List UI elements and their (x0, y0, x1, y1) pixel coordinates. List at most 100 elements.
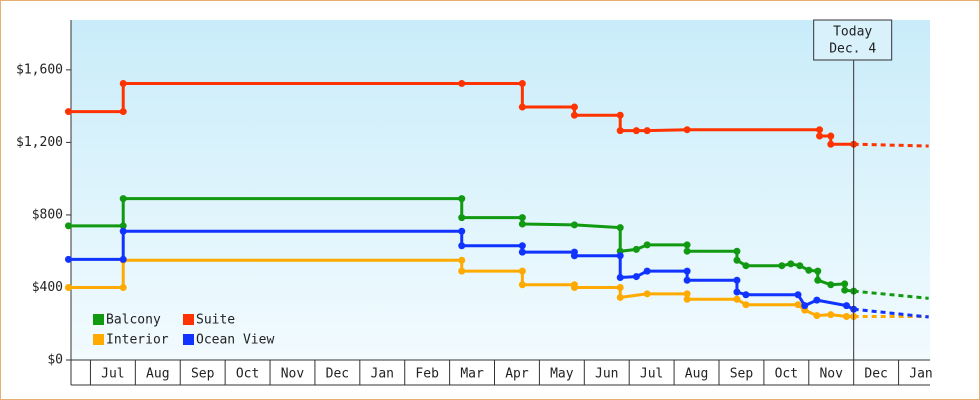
point (733, 288, 741, 296)
x-tick-label: Nov (819, 367, 843, 382)
legend-swatch (93, 314, 104, 325)
point (616, 273, 624, 281)
point (518, 103, 526, 111)
point (458, 195, 466, 203)
legend-swatch (183, 314, 194, 325)
point (518, 242, 526, 250)
point (816, 126, 824, 134)
x-tick-label: Jul (101, 367, 124, 382)
y-tick-label: $400 (32, 280, 63, 295)
point (827, 311, 835, 319)
point (683, 241, 691, 249)
point (570, 283, 578, 291)
point (683, 126, 691, 134)
point (616, 127, 624, 135)
point (683, 295, 691, 303)
point (119, 255, 127, 263)
x-tick-label: Jul (640, 367, 663, 382)
point (794, 291, 802, 299)
point (119, 222, 127, 230)
point (518, 267, 526, 275)
legend-label: Interior (106, 333, 169, 348)
point (632, 245, 640, 253)
point (458, 256, 466, 264)
legend-swatch (93, 334, 104, 345)
point (64, 283, 72, 291)
y-tick-label: $800 (32, 207, 63, 222)
point (119, 79, 127, 87)
point (616, 283, 624, 291)
x-tick-label: Oct (236, 367, 259, 382)
point (841, 286, 849, 294)
point (787, 260, 795, 268)
point (742, 262, 750, 270)
point (813, 312, 821, 320)
point (518, 214, 526, 222)
point (643, 290, 651, 298)
point (518, 220, 526, 228)
point (119, 195, 127, 203)
x-tick-label: Feb (415, 367, 439, 382)
today-box (813, 19, 893, 61)
point (816, 132, 824, 140)
point (64, 255, 72, 263)
legend-label: Ocean View (196, 333, 274, 348)
forecast-line (853, 289, 929, 300)
point (643, 241, 651, 249)
point (796, 262, 804, 270)
x-tick-label: Sep (191, 367, 215, 382)
point (616, 252, 624, 260)
x-tick-label: Jun (595, 367, 618, 382)
x-tick-label: Jan (371, 367, 394, 382)
point (458, 214, 466, 222)
point (683, 290, 691, 298)
point (570, 111, 578, 119)
x-tick-label: Aug (146, 367, 169, 382)
point (119, 283, 127, 291)
point (458, 227, 466, 235)
point (518, 281, 526, 289)
today-label: Today (833, 25, 872, 40)
point (683, 276, 691, 284)
point (458, 267, 466, 275)
point (458, 242, 466, 250)
point (813, 296, 821, 304)
point (683, 267, 691, 275)
point (616, 111, 624, 119)
point (570, 252, 578, 260)
point (632, 273, 640, 281)
legend-label: Balcony (106, 313, 161, 328)
point (683, 247, 691, 255)
point (518, 248, 526, 256)
point (570, 103, 578, 111)
legend-swatch (183, 334, 194, 345)
point (616, 224, 624, 232)
x-tick-label: Apr (505, 367, 529, 382)
x-tick-label: Dec (326, 367, 349, 382)
forecast-line (853, 307, 929, 319)
point (643, 267, 651, 275)
x-tick-label: Aug (685, 367, 708, 382)
point (733, 295, 741, 303)
x-tick-label: Nov (281, 367, 305, 382)
point (827, 281, 835, 289)
point (733, 247, 741, 255)
point (632, 127, 640, 135)
x-tick-label: Oct (775, 367, 798, 382)
point (827, 132, 835, 140)
point (778, 262, 786, 270)
point (842, 302, 850, 310)
x-tick-label: May (550, 367, 574, 382)
point (814, 276, 822, 284)
point (801, 302, 809, 310)
legend-label: Suite (196, 313, 235, 328)
point (841, 280, 849, 288)
y-tick-label: $0 (47, 353, 63, 368)
point (733, 276, 741, 284)
point (805, 266, 813, 274)
today-label: Dec. 4 (829, 42, 876, 57)
x-tick-label: Mar (460, 367, 484, 382)
point (119, 108, 127, 116)
